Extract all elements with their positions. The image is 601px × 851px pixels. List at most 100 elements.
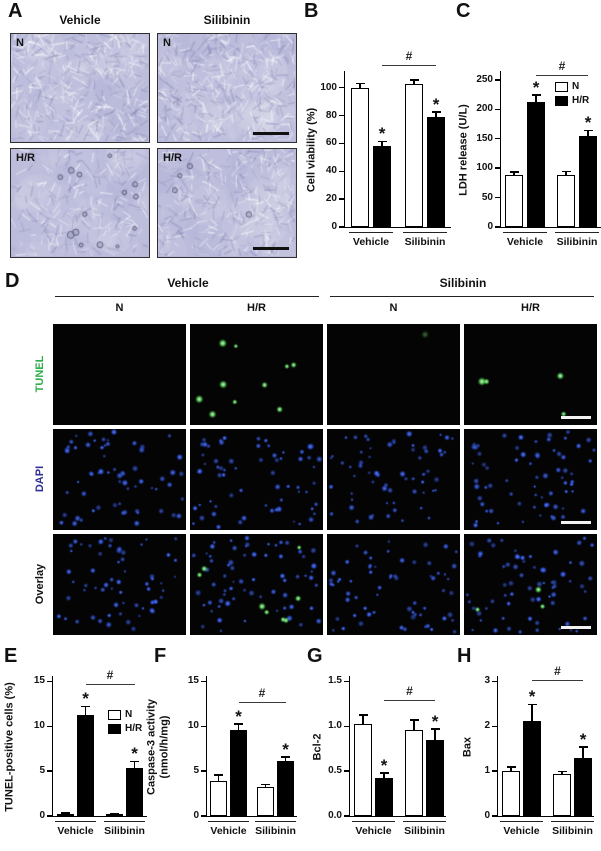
legend-swatch-hr [108, 723, 121, 734]
y-axis-label-line2: (nmol/h/mg) [158, 715, 170, 779]
bar-n-vehicle [351, 87, 369, 227]
bar-n-silibinin [557, 175, 575, 227]
y-tick [494, 108, 501, 110]
y-axis-label: TUNEL-positive cells (%) [3, 682, 16, 812]
fluorescence-micrograph [190, 429, 323, 530]
y-tick-label: 10 [187, 720, 199, 732]
error-bar-stem [237, 724, 240, 730]
scale-bar [561, 521, 591, 524]
y-tick [200, 770, 207, 772]
significance-star: * [378, 124, 386, 144]
error-bar-stem [513, 172, 515, 176]
panel-a-letter: A [8, 0, 23, 22]
bar-n-silibinin [106, 814, 123, 816]
scale-bar [253, 132, 289, 135]
header-underline [55, 296, 319, 297]
y-tick [491, 770, 498, 772]
fluorescence-image-tunel-col1 [53, 324, 186, 425]
significance-star: * [532, 77, 540, 97]
y-tick-label: 20 [325, 193, 337, 205]
fluorescence-image-overlay-col4 [464, 534, 597, 635]
bar-n-vehicle [502, 771, 520, 816]
y-axis-label: Bax [461, 736, 474, 758]
error-bar-cap [431, 111, 441, 113]
bar-hr-silibinin [277, 761, 294, 816]
legend-swatch-n [555, 81, 568, 92]
y-tick-label: 0.0 [328, 810, 342, 821]
y-tick-label: 50 [481, 191, 493, 203]
fluorescence-image-dapi-col1 [53, 429, 186, 530]
panel-d-letter: D [5, 270, 20, 292]
panel-b-chart: B 0 20 40 60 80 100 * * # Vehicle Silibinin Cell v… [300, 0, 452, 268]
x-group-label: Silibinin [404, 236, 446, 248]
panel-e-letter: E [4, 645, 18, 667]
x-group-line [255, 821, 296, 822]
header-underline [330, 296, 594, 297]
legend-item: N [108, 709, 142, 720]
y-tick-label: 150 [476, 132, 493, 144]
legend-label: H/R [125, 723, 143, 734]
panel-f-letter: F [154, 645, 167, 667]
y-tick [200, 725, 207, 727]
fluorescence-micrograph [53, 324, 186, 425]
error-bar-stem [383, 773, 385, 779]
legend: N H/R [108, 709, 142, 734]
significance-star: * [584, 113, 592, 133]
x-group-line [403, 232, 447, 233]
legend-swatch-hr [555, 95, 568, 106]
phase-contrast-micrograph [158, 34, 295, 141]
y-tick-label: 1 [484, 765, 490, 777]
x-group-line [403, 821, 446, 822]
scale-bar [561, 626, 591, 629]
x-group-label: Silibinin [404, 825, 445, 837]
bar-hr-vehicle [373, 146, 391, 227]
y-tick-label: 60 [325, 137, 337, 149]
significance-star: * [431, 711, 439, 731]
y-tick-label: 0.5 [328, 765, 342, 777]
error-bar-stem [133, 762, 136, 769]
y-axis-label: Cell viability (%) [305, 107, 318, 193]
y-tick [343, 770, 350, 772]
panel-d-header-silibinin: Silibinin [439, 276, 487, 290]
fluorescence-micrograph [464, 534, 597, 635]
y-tick [494, 79, 501, 81]
y-tick [494, 196, 501, 199]
hash-symbol: # [106, 668, 114, 682]
error-bar-cap [527, 703, 537, 706]
y-tick-label: 250 [476, 73, 493, 85]
fluorescence-micrograph [327, 429, 460, 530]
panel-c-chart: C 0 50 100 150 200 250 * * # Vehicle Silibinin N H/R… [452, 0, 601, 268]
y-tick-label: 40 [325, 165, 337, 177]
y-tick-label: 5 [39, 765, 45, 777]
fluorescence-image-tunel-col3 [327, 324, 460, 425]
error-bar-stem [535, 95, 537, 102]
legend-item: N [555, 81, 589, 92]
panel-f-plot-area: 0 5 10 15 * * # Vehicle Silibinin [188, 675, 297, 837]
fluorescence-micrograph [190, 324, 323, 425]
legend-swatch-n [108, 709, 121, 720]
y-tick-label: 2 [484, 720, 490, 732]
error-bar-stem [264, 785, 267, 788]
bar-n-vehicle [354, 724, 372, 816]
fluorescence-image-overlay-col3 [327, 534, 460, 635]
panel-g-letter: G [307, 645, 323, 667]
legend-label: N [572, 81, 580, 92]
x-group-line [555, 232, 599, 233]
y-tick-label: 0 [331, 221, 337, 232]
bar-n-silibinin [553, 774, 571, 816]
error-bar-cap [358, 714, 368, 716]
x-group-label: Vehicle [355, 825, 392, 837]
hash-symbol: # [406, 684, 413, 698]
hash-comparison-line [536, 75, 588, 76]
phase-image-silibinin-hr: H/R [157, 148, 297, 258]
error-bar-cap [355, 82, 365, 85]
bar-n-vehicle [57, 814, 74, 816]
panel-a: A Vehicle Silibinin N N H/R H/R [0, 0, 300, 268]
error-bar-cap [261, 783, 270, 786]
hash-symbol: # [558, 59, 566, 73]
error-bar-stem [413, 80, 415, 84]
y-tick [494, 167, 501, 169]
panel-d-header-vehicle: Vehicle [167, 276, 209, 290]
y-tick [494, 226, 501, 228]
